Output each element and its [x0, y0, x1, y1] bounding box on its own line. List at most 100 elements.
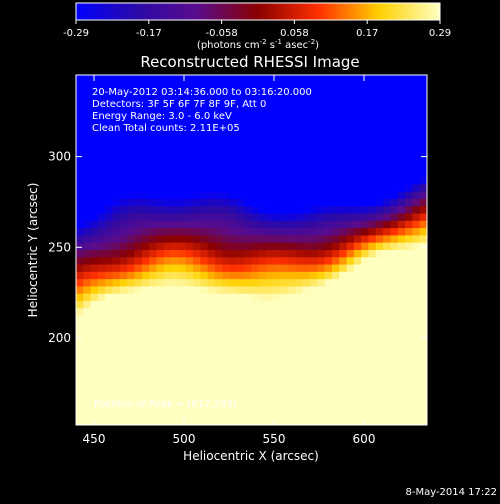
heatmap-cell	[273, 403, 282, 412]
heatmap-cell	[295, 257, 304, 266]
heatmap-cell	[163, 250, 172, 258]
heatmap-cell	[251, 308, 260, 317]
heatmap-cell	[302, 228, 311, 237]
heatmap-cell	[397, 359, 406, 368]
heatmap-cell	[156, 322, 165, 331]
heatmap-cell	[346, 213, 355, 222]
heatmap-cell	[193, 89, 201, 98]
heatmap-cell	[193, 111, 201, 120]
heatmap-cell	[397, 366, 406, 375]
heatmap-cell	[412, 198, 421, 207]
heatmap-cell	[346, 111, 355, 120]
heatmap-cell	[105, 235, 114, 244]
heatmap-cell	[207, 228, 216, 237]
heatmap-cell	[178, 89, 187, 98]
heatmap-cell	[383, 395, 392, 404]
heatmap-cell	[280, 279, 289, 288]
heatmap-cell	[97, 133, 106, 142]
heatmap-cell	[339, 403, 348, 412]
heatmap-cell	[339, 82, 348, 91]
heatmap-cell	[346, 198, 355, 207]
heatmap-cell	[397, 89, 406, 98]
heatmap-cell	[141, 235, 150, 244]
heatmap-cell	[90, 140, 99, 149]
heatmap-cell	[295, 242, 304, 251]
heatmap-cell	[397, 235, 406, 244]
heatmap-cell	[419, 228, 427, 237]
heatmap-cell	[412, 279, 421, 288]
heatmap-cell	[280, 271, 289, 280]
heatmap-cell	[119, 111, 128, 120]
heatmap-cell	[214, 198, 223, 207]
heatmap-cell	[324, 140, 333, 149]
heatmap-cell	[251, 279, 260, 288]
heatmap-cell	[324, 96, 333, 105]
heatmap-cell	[90, 381, 99, 390]
heatmap-cell	[178, 366, 187, 375]
heatmap-cell	[419, 126, 427, 134]
heatmap-cell	[214, 155, 223, 164]
heatmap-cell	[310, 155, 318, 164]
heatmap-cell	[390, 293, 399, 302]
heatmap-cell	[302, 140, 311, 149]
heatmap-cell	[339, 373, 348, 382]
y-tick-label: 250	[48, 240, 71, 254]
heatmap-cell	[419, 147, 427, 156]
heatmap-cell	[141, 271, 150, 280]
heatmap-cell	[353, 198, 362, 207]
heatmap-cell	[163, 191, 172, 200]
heatmap-cell	[346, 352, 355, 360]
heatmap-cell	[119, 271, 128, 280]
heatmap-cell	[134, 417, 143, 425]
heatmap-cell	[258, 75, 267, 83]
heatmap-cell	[178, 359, 187, 368]
heatmap-cell	[302, 373, 311, 382]
heatmap-cell	[412, 293, 421, 302]
heatmap-cell	[310, 96, 318, 105]
heatmap-cell	[258, 198, 267, 207]
heatmap-cell	[112, 264, 121, 273]
heatmap-cell	[331, 250, 340, 258]
heatmap-cell	[266, 133, 275, 142]
heatmap-cell	[229, 330, 238, 339]
heatmap-cell	[383, 206, 392, 215]
heatmap-cell	[266, 344, 275, 353]
heatmap-cell	[324, 191, 333, 200]
heatmap-cell	[412, 89, 421, 98]
heatmap-cell	[317, 82, 326, 91]
heatmap-cell	[127, 330, 136, 339]
heatmap-cell	[383, 373, 392, 382]
heatmap-cell	[288, 250, 296, 258]
heatmap-cell	[244, 213, 253, 222]
heatmap-cell	[76, 177, 84, 185]
heatmap-cell	[251, 133, 260, 142]
heatmap-cell	[368, 388, 377, 397]
heatmap-cell	[331, 235, 340, 244]
heatmap-cell	[222, 388, 231, 397]
heatmap-cell	[141, 410, 150, 419]
heatmap-cell	[185, 388, 194, 397]
heatmap-cell	[405, 82, 413, 91]
heatmap-cell	[127, 147, 136, 156]
heatmap-cell	[390, 301, 399, 309]
heatmap-cell	[419, 169, 427, 178]
heatmap-cell	[90, 322, 99, 331]
heatmap-cell	[105, 373, 114, 382]
heatmap-cell	[171, 104, 179, 113]
heatmap-cell	[90, 89, 99, 98]
heatmap-cell	[134, 75, 143, 83]
heatmap-cell	[251, 177, 260, 185]
heatmap-cell	[288, 308, 296, 317]
heatmap-cell	[141, 250, 150, 258]
heatmap-cell	[266, 162, 275, 171]
heatmap-cell	[331, 373, 340, 382]
heatmap-cell	[76, 169, 84, 178]
heatmap-cell	[310, 352, 318, 360]
heatmap-cell	[222, 395, 231, 404]
heatmap-cell	[331, 228, 340, 237]
heatmap-cell	[383, 308, 392, 317]
heatmap-cell	[178, 133, 187, 142]
heatmap-cell	[178, 162, 187, 171]
heatmap-cell	[214, 315, 223, 324]
heatmap-cell	[214, 169, 223, 178]
